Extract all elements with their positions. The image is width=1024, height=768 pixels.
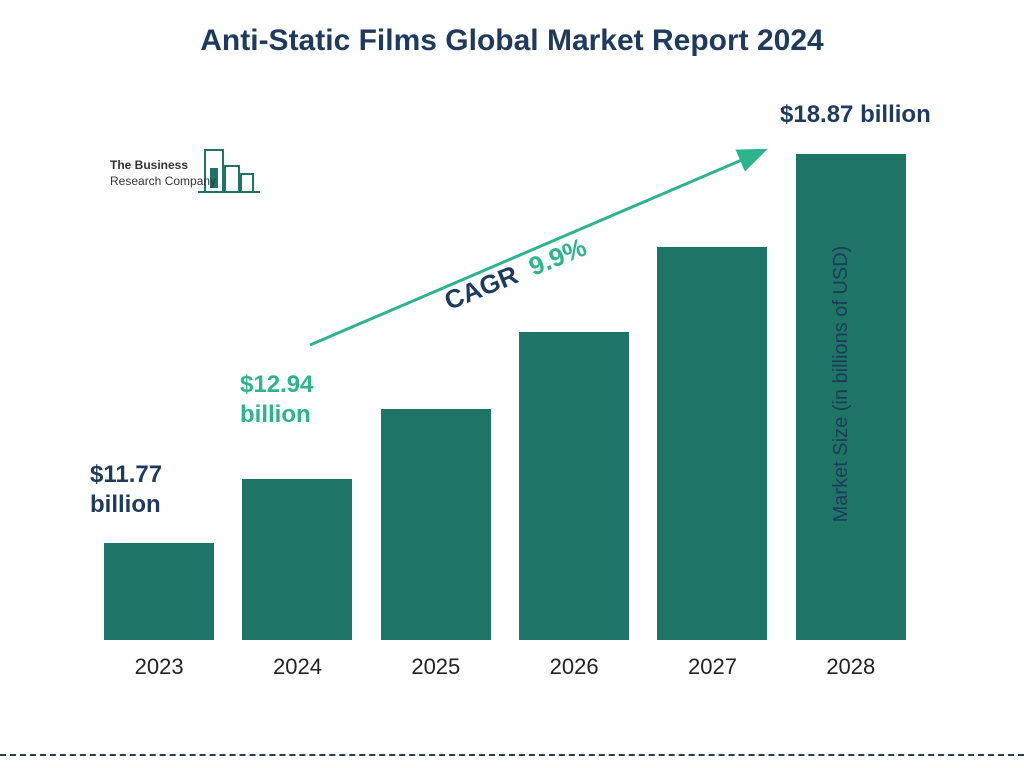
x-tick-label: 2026 [519,654,629,680]
x-tick-label: 2023 [104,654,214,680]
chart-title: Anti-Static Films Global Market Report 2… [0,24,1024,58]
divider [0,754,1024,756]
value-label-2024-l2: billion [240,401,311,428]
value-label-2024-l1: $12.94 [240,371,313,398]
bar [657,247,767,640]
bars-container [90,120,920,640]
bar-wrap [242,479,352,640]
bar-wrap [104,543,214,640]
bar-chart: 2023 2024 2025 2026 2027 2028 [90,120,920,680]
x-tick-label: 2024 [242,654,352,680]
chart-title-text: Anti-Static Films Global Market Report 2… [200,24,823,57]
value-label-2028: $18.87 billion [780,100,931,130]
bar [242,479,352,640]
x-tick-label: 2027 [657,654,767,680]
x-axis: 2023 2024 2025 2026 2027 2028 [90,654,920,680]
value-label-2024: $12.94 billion [240,370,313,430]
x-tick-label: 2025 [381,654,491,680]
bar [381,409,491,640]
bar [519,332,629,640]
y-axis-label: Market Size (in billions of USD) [830,246,853,523]
value-label-2028-l1: $18.87 billion [780,101,931,128]
x-tick-label: 2028 [796,654,906,680]
value-label-2023-l1: $11.77 [90,461,162,488]
bar-wrap [381,409,491,640]
bar-wrap [519,332,629,640]
bar [104,543,214,640]
value-label-2023: $11.77 billion [90,460,162,520]
value-label-2023-l2: billion [90,491,161,518]
bar-wrap [657,247,767,640]
